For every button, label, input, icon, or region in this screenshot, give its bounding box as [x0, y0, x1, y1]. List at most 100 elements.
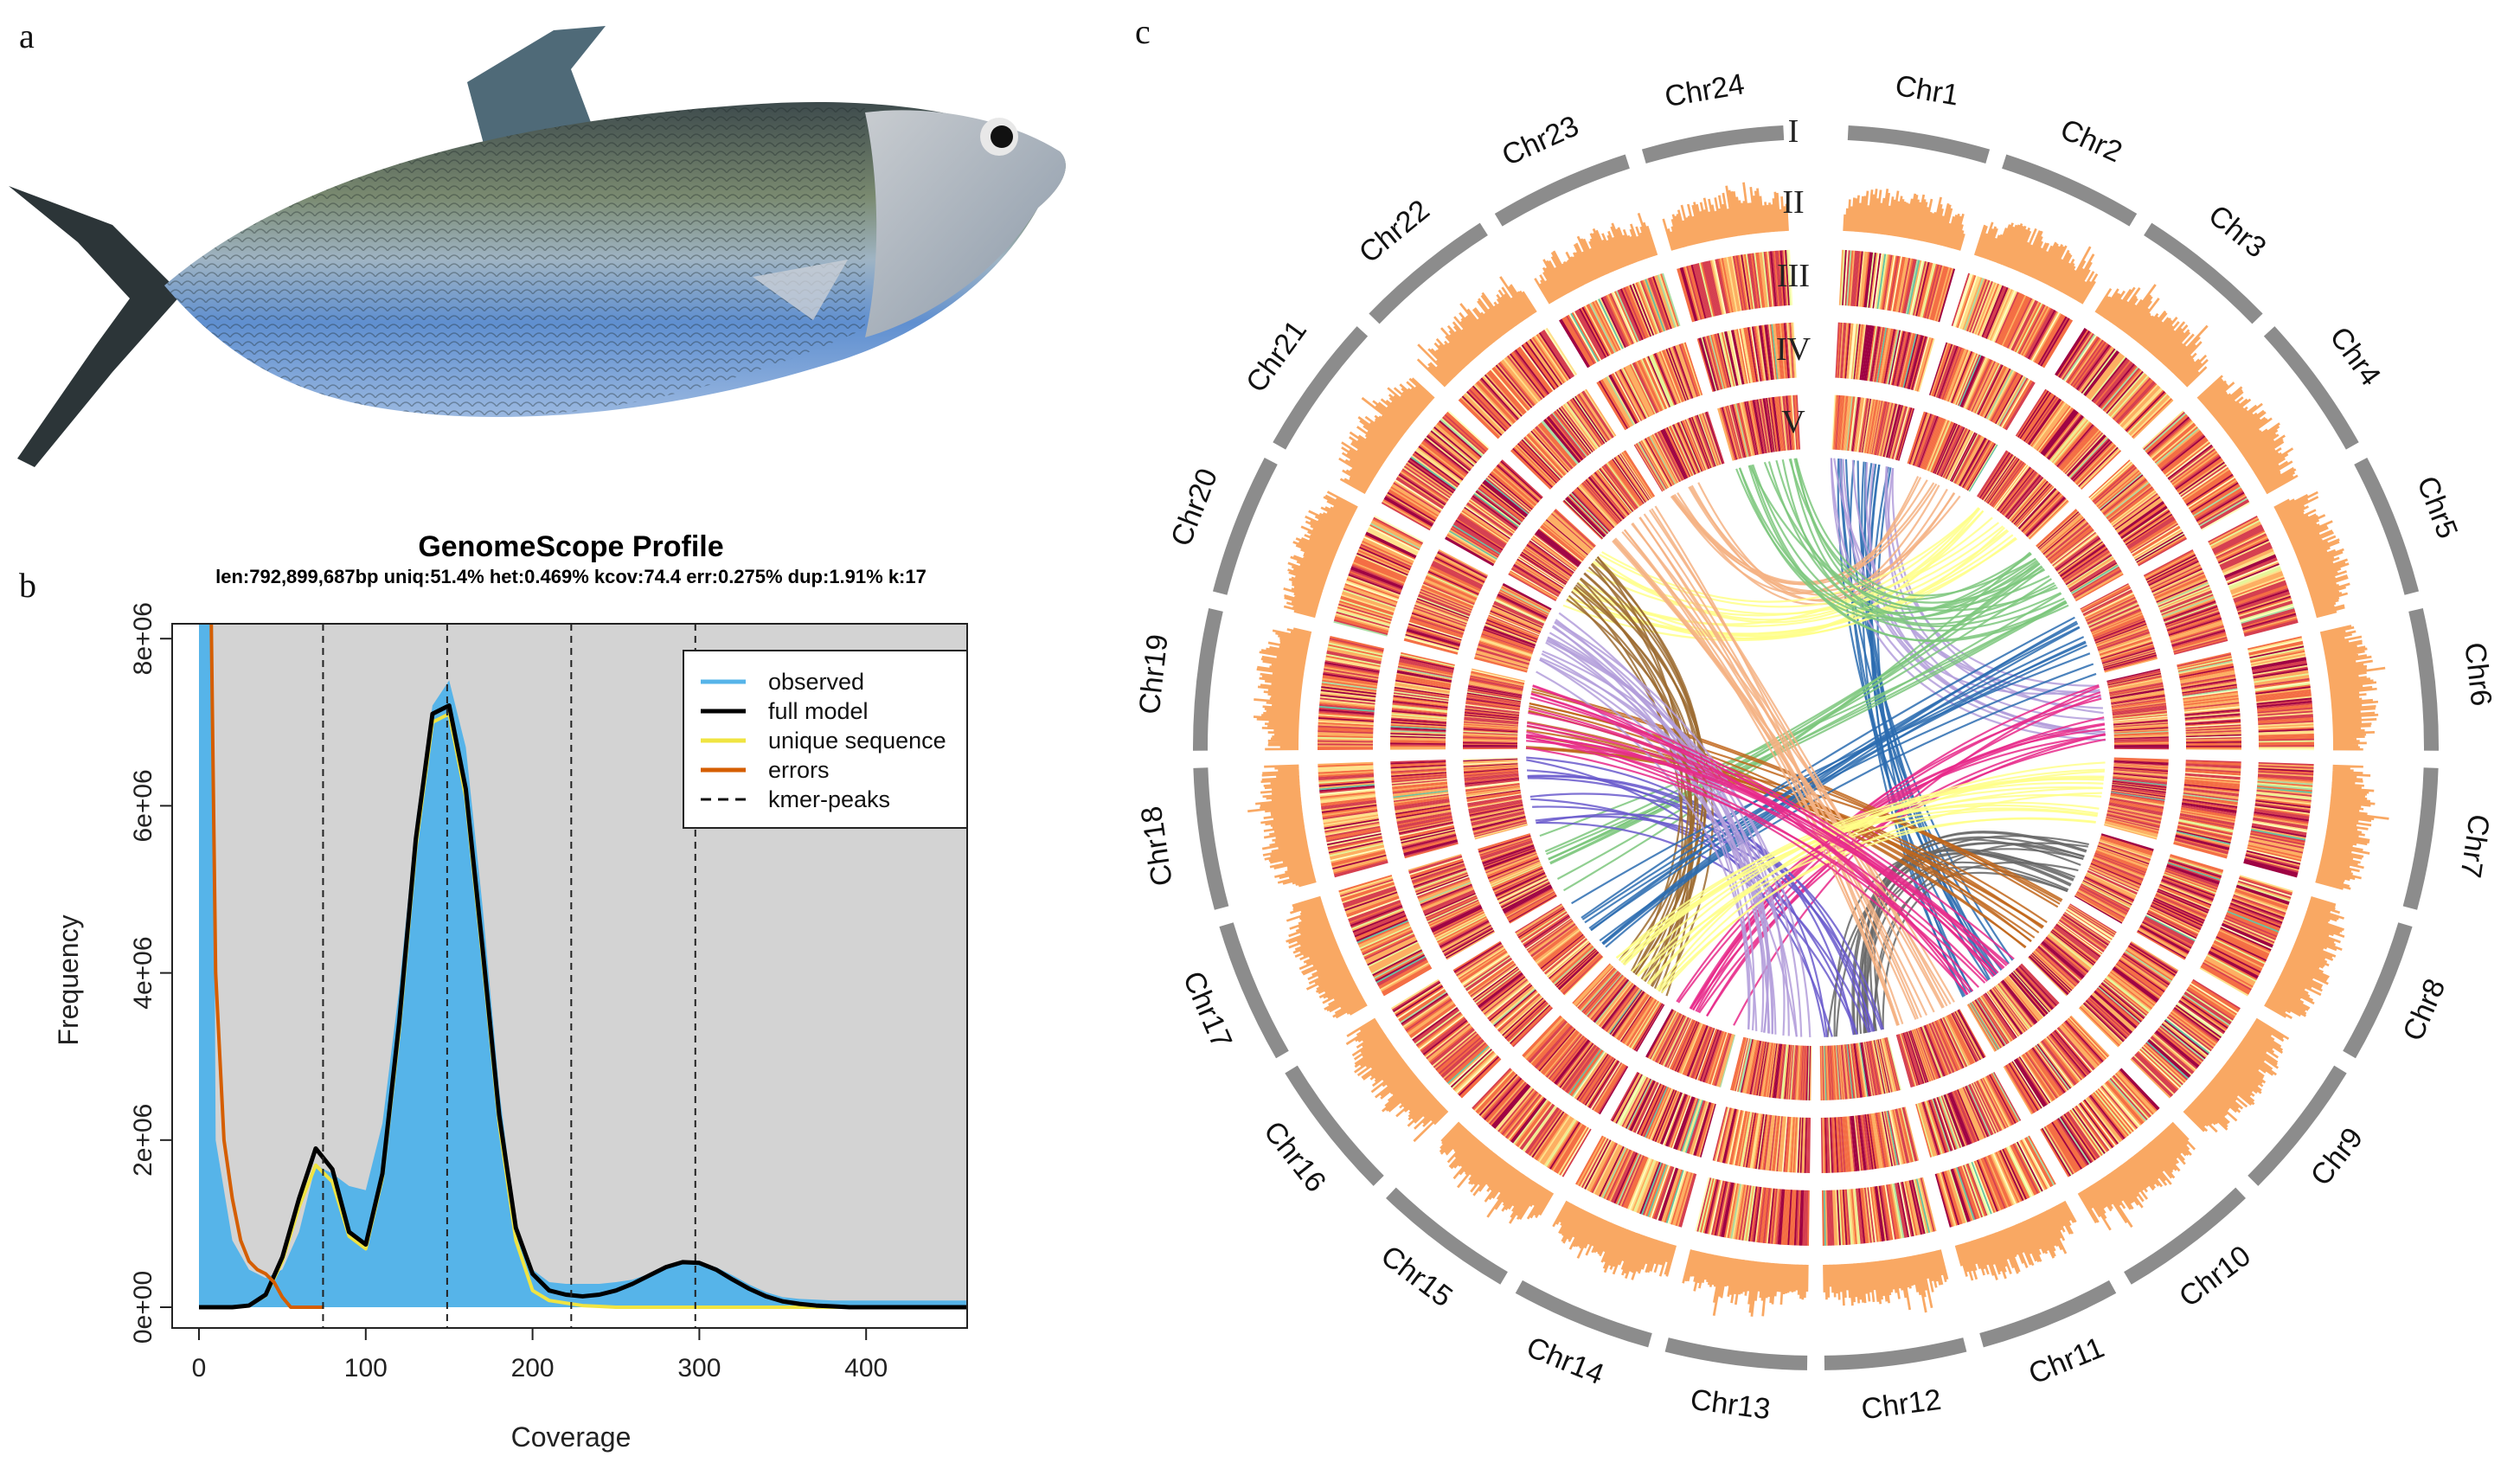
heatmap-track-v — [1730, 1036, 1812, 1100]
chromosome-label: Chr4 — [2323, 321, 2387, 392]
heatmap-track-v — [1966, 963, 2060, 1052]
synteny-link — [1735, 468, 2043, 619]
heatmap-track-iv — [1445, 459, 1543, 567]
heatmap-track-iii — [1934, 1135, 2056, 1228]
heatmap-track-v — [2036, 509, 2124, 602]
heatmap-track-v — [1474, 583, 1552, 673]
heatmap-track-v — [1562, 450, 1656, 540]
synteny-link — [1623, 529, 1899, 1026]
synteny-link — [1833, 458, 2101, 698]
synteny-link — [1593, 510, 1985, 621]
heatmap-track-iii — [2247, 636, 2314, 751]
panel-label-b: b — [19, 566, 36, 605]
y-tick-label: 6e+06 — [129, 769, 157, 842]
x-tick-label: 300 — [677, 1354, 721, 1382]
chromosome-label: Chr6 — [2458, 641, 2498, 708]
heatmap-track-v — [1645, 1009, 1736, 1087]
legend: observed full model unique sequence errors k… — [683, 650, 968, 829]
synteny-link — [1642, 809, 2098, 981]
chromosome-ideogram — [1193, 608, 1223, 751]
track-label-iii: III — [1777, 258, 1810, 294]
histogram-track — [1823, 1249, 1949, 1313]
chromosome-ideogram — [1369, 222, 1488, 324]
chromosome-ideogram — [1664, 1337, 1808, 1370]
heatmap-track-v — [1478, 833, 1558, 924]
y-tick-label: 0e+00 — [129, 1271, 157, 1344]
chromosome-chr3: Chr3 — [1977, 199, 2273, 540]
x-axis-label: Coverage — [511, 1421, 632, 1453]
chromosome-chr11: Chr11 — [1895, 1009, 2117, 1391]
legend-entry: kmer-peaks — [768, 786, 890, 812]
chromosome-label: Chr23 — [1497, 109, 1584, 172]
chromosome-ideogram — [1847, 125, 1991, 164]
chromosome-ideogram — [2402, 767, 2439, 910]
synteny-link — [1638, 516, 1922, 1018]
heatmap-track-iii — [1677, 249, 1793, 323]
heatmap-track-iv — [1407, 853, 1496, 960]
synteny-link — [1571, 652, 2091, 905]
heatmap-track-iii — [1333, 515, 1424, 637]
heatmap-track-iii — [2199, 875, 2293, 997]
synteny-link — [1529, 792, 1874, 1032]
chromosome-ideogram — [2144, 222, 2263, 324]
synteny-link — [1632, 522, 1917, 1020]
circos-plot: Chr1 Chr2 Chr3 Chr4 Chr5 Chr6 Chr7 Chr8 Chr9 Chr1… — [1133, 67, 2498, 1426]
synteny-link — [1590, 625, 2081, 932]
x-tick-label: 400 — [844, 1354, 888, 1382]
synteny-link — [1586, 516, 1993, 617]
synteny-link — [1601, 622, 2079, 945]
chromosome-label: Chr16 — [1257, 1115, 1332, 1198]
heatmap-track-iv — [1390, 760, 1459, 859]
heatmap-track-iv — [1596, 342, 1703, 431]
chromosome-label: Chr21 — [1240, 314, 1313, 398]
x-tick-label: 200 — [511, 1354, 555, 1382]
heatmap-track-iii — [2208, 515, 2299, 637]
heatmap-track-iv — [2143, 549, 2228, 655]
chromosome-chr8: Chr8 — [2074, 833, 2452, 1059]
plot-frame — [171, 623, 968, 1329]
chromosome-chr21: Chr21 — [1240, 314, 1596, 601]
heatmap-track-iv — [2078, 940, 2179, 1048]
chromosome-ideogram — [1212, 457, 1278, 595]
chromosome-ideogram — [1641, 125, 1785, 164]
heatmap-track-iii — [2142, 410, 2251, 531]
series-observed — [199, 624, 967, 1307]
heatmap-track-v — [1717, 395, 1801, 461]
heatmap-track-v — [1463, 668, 1525, 750]
synteny-link — [1595, 507, 1980, 624]
histogram-track — [1662, 182, 1789, 251]
synteny-links — [1525, 458, 2106, 1038]
chromosome-chr2: Chr2 — [1907, 112, 2138, 492]
histogram-track — [1338, 377, 1435, 495]
synteny-link — [1775, 459, 2055, 620]
chromosome-ideogram — [2002, 154, 2138, 227]
chromosome-chr4: Chr4 — [2036, 321, 2387, 602]
chromosome-chr18: Chr18 — [1135, 757, 1528, 910]
legend-entry: errors — [768, 757, 830, 783]
synteny-link — [1526, 736, 2010, 965]
heatmap-track-iii — [1838, 249, 1956, 323]
chart-title: GenomeScope Profile — [418, 530, 723, 563]
heatmap-track-iv — [1610, 1071, 1716, 1158]
synteny-link — [1795, 458, 2036, 597]
histogram-track — [1552, 1200, 1677, 1280]
chromosome-label: Chr18 — [1135, 804, 1179, 888]
heatmap-track-v — [1819, 1036, 1901, 1100]
chromosome-label: Chr19 — [1133, 632, 1175, 715]
chromosome-ideogram — [1979, 1280, 2117, 1348]
chromosome-ideogram — [2263, 326, 2359, 450]
heatmap-track-iii — [1458, 327, 1578, 439]
synteny-link — [1763, 461, 2050, 609]
heatmap-track-iii — [1695, 1177, 1810, 1246]
histogram-track — [1247, 764, 1317, 888]
chromosome-ideogram — [2247, 1065, 2347, 1186]
track-label-i: I — [1788, 113, 1799, 150]
synteny-link — [1830, 458, 2106, 736]
histogram-track — [2273, 491, 2350, 619]
histogram-track — [1973, 221, 2099, 305]
heatmap-track-v — [1895, 1009, 1986, 1087]
chromosome-chr19: Chr19 — [1133, 608, 1525, 751]
synteny-link — [1599, 672, 2097, 942]
y-tick-label: 2e+06 — [129, 1104, 157, 1177]
